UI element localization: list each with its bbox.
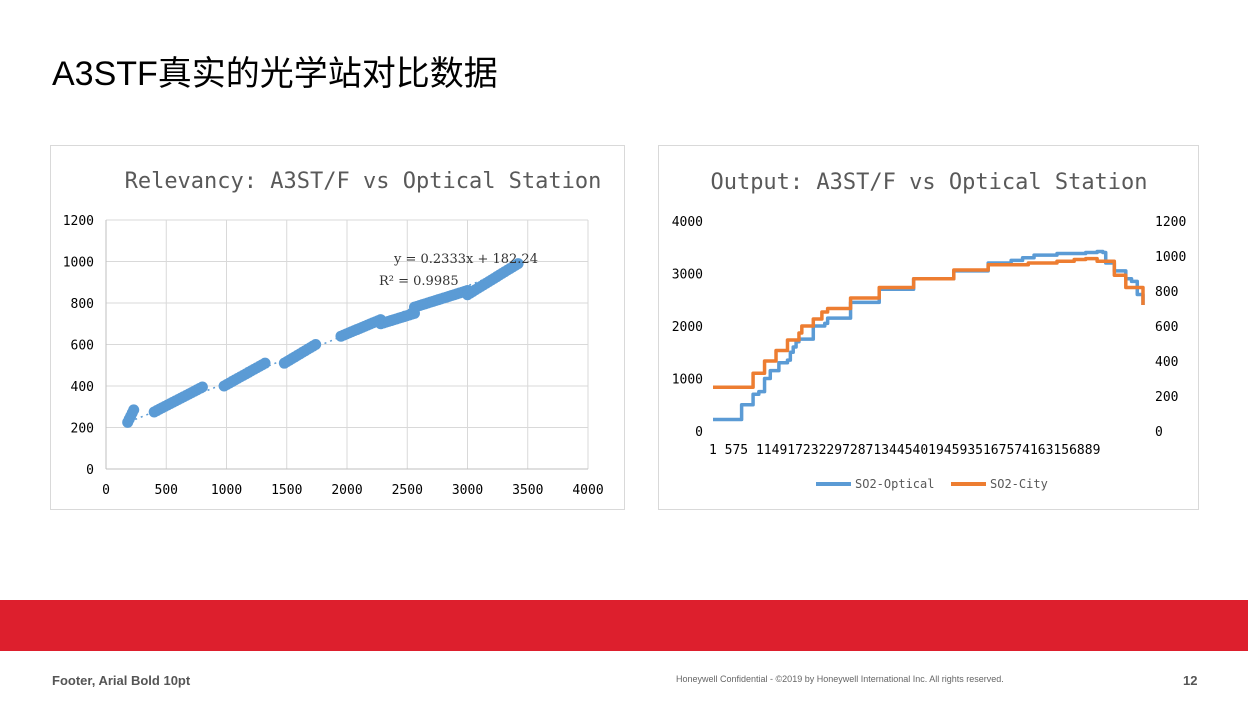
- scatter-x-tick-label: 3500: [512, 483, 543, 498]
- line-left-y-tick-label: 3000: [672, 268, 703, 283]
- line-right-y-tick-label: 0: [1155, 425, 1163, 440]
- scatter-x-tick-label: 500: [155, 483, 178, 498]
- scatter-tick-labels: 0 200 400 600 800 1000 1200 0 500 1000 1500 2000 250…: [63, 214, 604, 498]
- scatter-y-tick-label: 0: [86, 463, 94, 478]
- scatter-x-tick-label: 2000: [331, 483, 362, 498]
- brand-red-band: [0, 600, 1248, 651]
- line-x-tick-label: 3445: [881, 443, 912, 458]
- page-number: 12: [1183, 673, 1198, 688]
- scatter-y-tick-label: 200: [71, 422, 94, 437]
- scatter-chart-title: Relevancy: A3ST/F vs Optical Station: [125, 169, 602, 194]
- line-x-tick-label: 575: [717, 443, 748, 458]
- line-tick-labels: 0 1000 2000 3000 4000 0 200 400 600 800 1000 1200 1 …: [672, 215, 1187, 458]
- footer-text: Footer, Arial Bold 10pt: [52, 673, 191, 688]
- output-line-chart: 0 1000 2000 3000 4000 0 200 400 600 800 1000 1200 1 …: [658, 145, 1199, 510]
- scatter-chart-svg: 0 200 400 600 800 1000 1200 0 500 1000 1500 2000 250…: [63, 169, 604, 498]
- line-chart-svg: 0 1000 2000 3000 4000 0 200 400 600 800 1000 1200 1 …: [672, 170, 1187, 491]
- line-chart-legend: SO2-Optical SO2-City: [816, 477, 1048, 491]
- line-x-tick-label: 6315: [1038, 443, 1069, 458]
- legend-label-optical: SO2-Optical: [855, 477, 934, 491]
- line-left-y-tick-label: 2000: [672, 320, 703, 335]
- line-x-tick-label: 5741: [1006, 443, 1037, 458]
- scatter-x-tick-label: 1500: [271, 483, 302, 498]
- scatter-point: [196, 381, 208, 393]
- series-line-optical: [713, 249, 1145, 422]
- scatter-y-tick-label: 1000: [63, 256, 94, 271]
- scatter-point: [310, 339, 322, 350]
- scatter-y-tick-label: 600: [71, 339, 94, 354]
- relevancy-scatter-chart: 0 200 400 600 800 1000 1200 0 500 1000 1500 2000 250…: [50, 145, 625, 510]
- scatter-y-tick-label: 1200: [63, 214, 94, 229]
- line-x-tick-label: 4593: [944, 443, 975, 458]
- line-x-tick-label: 1723: [787, 443, 818, 458]
- line-right-y-tick-label: 200: [1155, 390, 1178, 405]
- scatter-x-tick-label: 4000: [572, 483, 603, 498]
- confidential-notice: Honeywell Confidential - ©2019 by Honeyw…: [676, 674, 1004, 684]
- scatter-x-tick-label: 0: [102, 483, 110, 498]
- line-right-y-tick-label: 800: [1155, 285, 1178, 300]
- scatter-gridlines: [106, 219, 589, 469]
- scatter-x-tick-label: 3000: [452, 483, 483, 498]
- scatter-x-tick-label: 2500: [392, 483, 423, 498]
- line-right-y-tick-label: 1000: [1155, 250, 1186, 265]
- line-x-tick-label: 5167: [975, 443, 1006, 458]
- line-x-tick-label: 4019: [913, 443, 944, 458]
- scatter-point: [128, 404, 140, 416]
- scatter-y-tick-label: 800: [71, 297, 94, 312]
- scatter-point: [259, 357, 271, 369]
- scatter-y-tick-label: 400: [71, 380, 94, 395]
- trendline-equation: y = 0.2333x + 182.24: [393, 252, 538, 267]
- scatter-x-tick-label: 1000: [211, 483, 242, 498]
- line-left-y-tick-label: 0: [695, 425, 703, 440]
- scatter-points: [122, 258, 524, 428]
- line-left-y-tick-label: 4000: [672, 215, 703, 230]
- line-x-tick-label: 1149: [748, 443, 787, 458]
- line-right-y-tick-label: 1200: [1155, 215, 1186, 230]
- line-chart-title: Output: A3ST/F vs Optical Station: [710, 170, 1147, 195]
- scatter-axes: [105, 220, 588, 470]
- line-x-tick-label: 2297: [819, 443, 850, 458]
- line-right-y-tick-label: 600: [1155, 320, 1178, 335]
- line-x-tick-labels: 1 575 1149172322972871344540194593516757…: [709, 443, 1100, 458]
- line-right-y-tick-label: 400: [1155, 355, 1178, 370]
- legend-label-city: SO2-City: [990, 477, 1048, 491]
- line-x-tick-label: 1: [709, 443, 717, 458]
- line-series: [713, 249, 1145, 422]
- series-line-city: [713, 256, 1145, 389]
- scatter-point: [512, 258, 524, 270]
- line-left-y-tick-label: 1000: [672, 373, 703, 388]
- slide-title: A3STF真实的光学站对比数据: [52, 55, 498, 93]
- line-x-tick-label: 6889: [1069, 443, 1100, 458]
- line-x-tick-label: 2871: [850, 443, 881, 458]
- r-squared-label: R² = 0.9985: [379, 274, 459, 289]
